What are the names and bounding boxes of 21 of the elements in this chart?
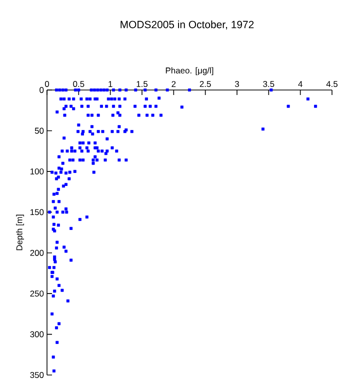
x-tick-label: 1.5 — [136, 81, 148, 87]
x-tick-label: 2 — [172, 81, 176, 87]
y-tick-label: 250 — [30, 290, 44, 297]
y-tick-label: 200 — [30, 250, 44, 256]
x-tick-label: 1 — [108, 81, 112, 87]
x-tick-label: 4.5 — [326, 81, 338, 87]
x-tick-label: 3.5 — [263, 80, 274, 87]
y-axis-title: Depth [m] — [16, 214, 24, 250]
x-tick-label: 4 — [298, 81, 302, 87]
chart-title: MODS2005 in October, 1972 — [120, 20, 254, 30]
x-tick-label: 2.5 — [200, 80, 211, 87]
y-tick-label: 150 — [30, 209, 44, 216]
y-tick-label: 350 — [30, 372, 44, 378]
x-tick-label: 0 — [44, 80, 50, 87]
x-axis-title: Phaeo. [μg/l] — [166, 67, 214, 76]
y-tick-label: 0 — [40, 87, 44, 93]
x-tick-label: 3 — [234, 80, 239, 87]
y-tick-label: 100 — [30, 168, 44, 174]
x-tick-label: 0.5 — [73, 80, 84, 87]
y-tick-label: 50 — [34, 128, 44, 134]
y-tick-label: 300 — [30, 331, 44, 338]
